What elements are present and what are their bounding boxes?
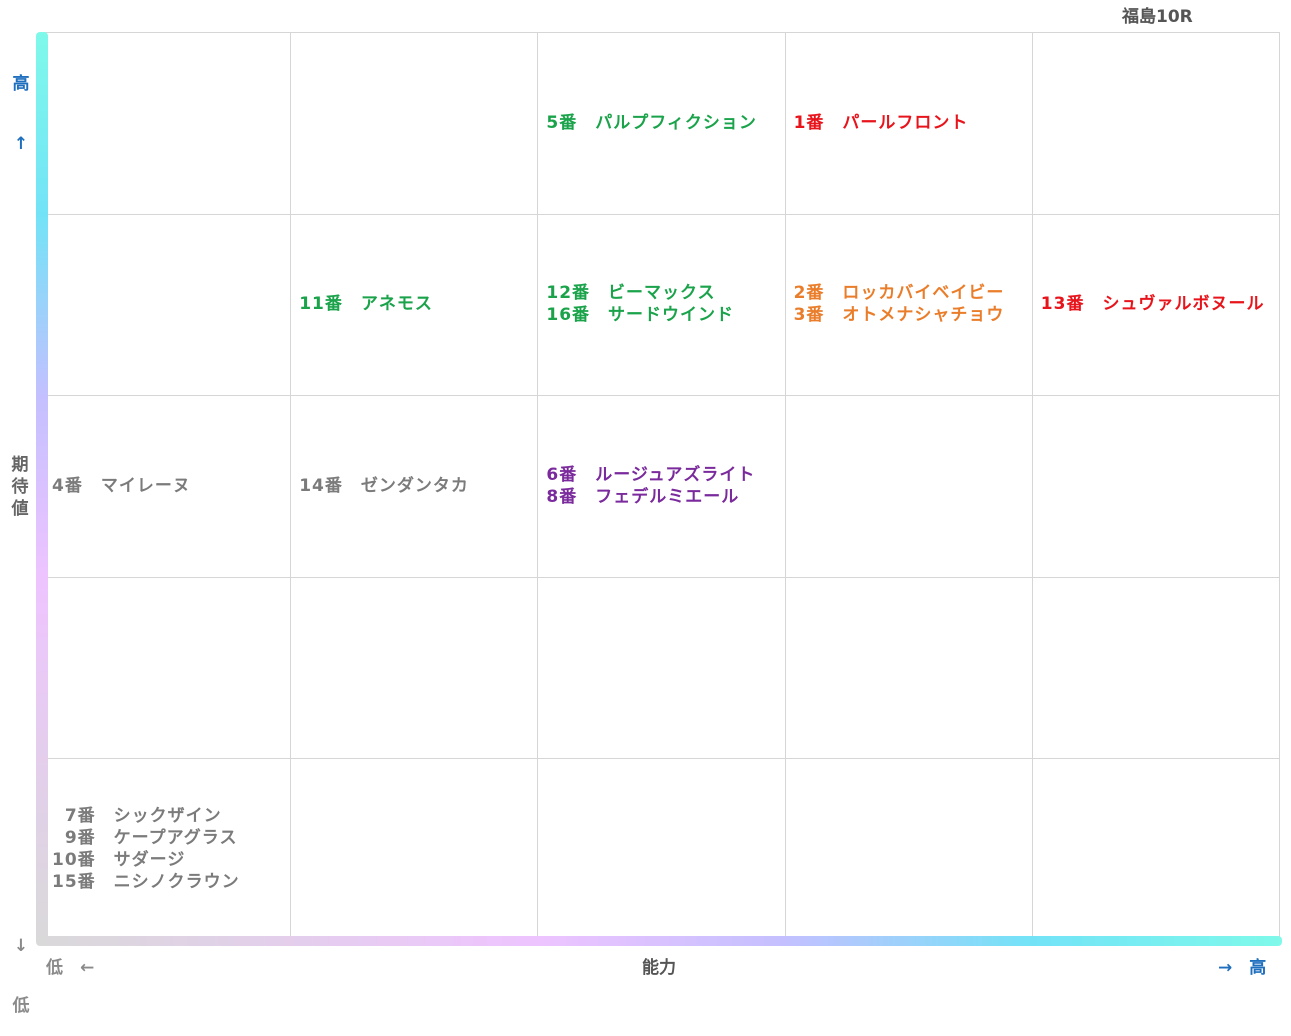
horse-entry: 5番 パルプフィクション (546, 112, 757, 133)
grid-line-vertical (1279, 32, 1280, 940)
chart-title: 福島10R (1122, 7, 1193, 27)
y-axis-title: 期待値 (10, 454, 30, 520)
y-low-arrow-icon: ↓ (13, 936, 29, 956)
y-axis-high-label: 高 ↑ (11, 34, 31, 174)
horse-entry: 7番 シックザイン (52, 806, 222, 827)
horse-entry: 4番 マイレーヌ (52, 475, 191, 496)
grid-cell: 11番 アネモス (299, 214, 538, 396)
grid-line-vertical (1031, 32, 1033, 940)
y-axis-gradient-bar (36, 32, 48, 944)
y-high-arrow-icon: ↑ (13, 134, 29, 154)
horse-entry: 9番 ケープアグラス (52, 828, 238, 849)
horse-entry: 1番 パールフロント (793, 112, 969, 133)
grid-line-vertical (290, 32, 292, 940)
grid-cell: 12番 ビーマックス 16番 サードウインド (546, 214, 785, 396)
x-axis-high-label: → 高 (1218, 958, 1267, 978)
grid-line-horizontal (44, 576, 1280, 578)
horse-entry: 13番 シュヴァルボヌール (1040, 294, 1265, 315)
y-low-text: 低 (12, 996, 30, 1016)
horse-entry: 8番 フェデルミエール (546, 486, 740, 507)
grid-line-vertical (784, 32, 786, 940)
horse-entry: 3番 オトメナシャチョウ (793, 305, 1005, 326)
horse-entry: 11番 アネモス (299, 294, 433, 315)
y-high-text: 高 (12, 74, 30, 94)
y-axis-title-char: 値 (11, 499, 29, 519)
horse-entry: 12番 ビーマックス (546, 283, 716, 304)
grid-cell: 1番 パールフロント (794, 32, 1033, 214)
grid-line-horizontal (44, 32, 1280, 33)
x-axis-gradient-bar (36, 936, 1282, 946)
grid-line-horizontal (44, 213, 1280, 215)
grid-line-horizontal (44, 758, 1280, 760)
y-axis-title-char: 待 (11, 477, 29, 497)
horse-entry: 14番 ゼンダンタカ (299, 475, 469, 496)
grid-cell: 2番 ロッカバイベイビー 3番 オトメナシャチョウ (794, 214, 1033, 396)
horse-entry: 16番 サードウインド (546, 305, 735, 326)
horse-entry: 15番 ニシノクラウン (52, 872, 240, 893)
horse-entry: 10番 サダージ (52, 850, 186, 871)
grid-cell: 5番 パルプフィクション (546, 32, 785, 214)
y-axis-title-char: 期 (11, 455, 29, 475)
horse-entry: 2番 ロッカバイベイビー (793, 283, 1005, 304)
grid-cell: 4番 マイレーヌ (52, 395, 291, 577)
x-axis-title: 能力 (642, 958, 676, 978)
y-axis-low-label: ↓ 低 (11, 896, 31, 1036)
grid-cell: 14番 ゼンダンタカ (299, 395, 538, 577)
grid-cell: 7番 シックザイン 9番 ケープアグラス 10番 サダージ 15番 ニシノクラウン (52, 758, 291, 940)
horse-entry: 6番 ルージュアズライト (546, 464, 756, 485)
grid-cell: 6番 ルージュアズライト 8番 フェデルミエール (546, 395, 785, 577)
plot-area: 5番 パルプフィクション 1番 パールフロント 11番 アネモス 12番 ビーマックス… (44, 32, 1280, 940)
grid-line-vertical (537, 32, 539, 940)
grid-line-horizontal (44, 395, 1280, 397)
grid-cell: 13番 シュヴァルボヌール (1041, 214, 1280, 396)
x-axis-low-label: 低 ← (46, 958, 95, 978)
